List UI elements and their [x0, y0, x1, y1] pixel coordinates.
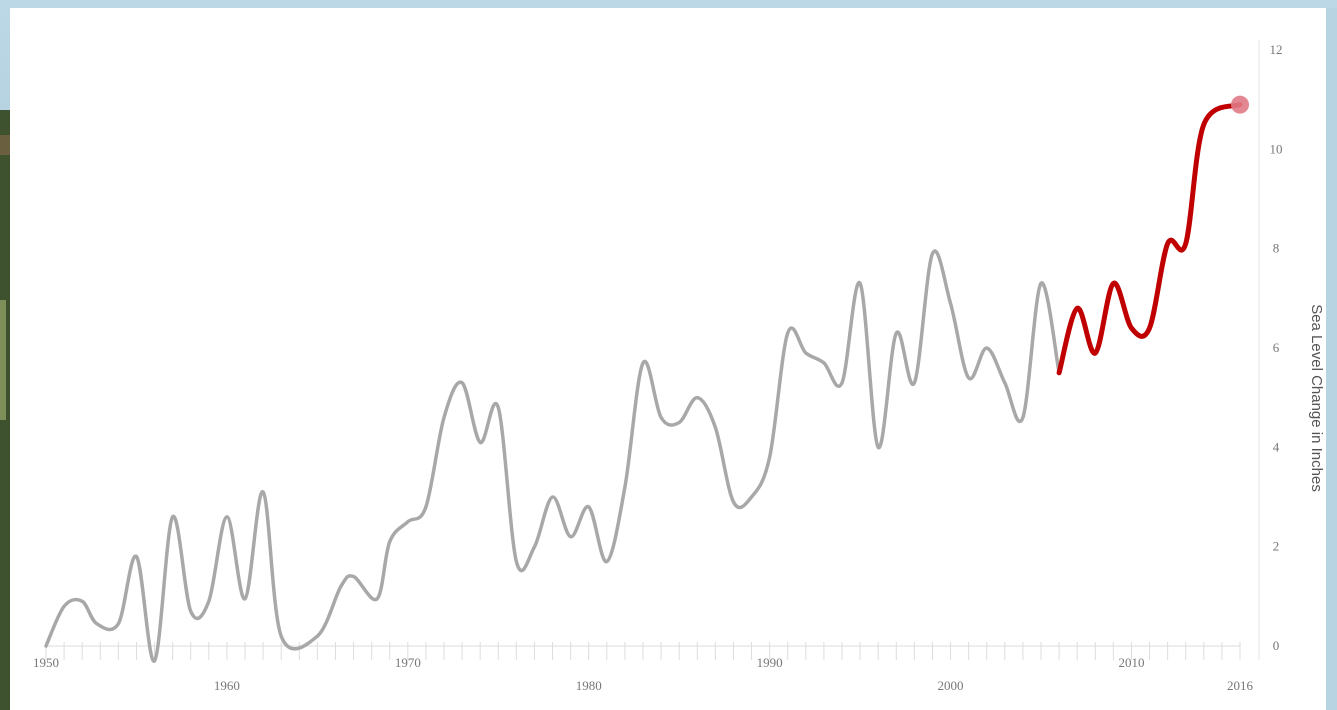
y-tick-label: 4	[1273, 439, 1280, 454]
y-tick-label: 0	[1273, 638, 1280, 653]
y-axis-title: Sea Level Change in Inches	[1308, 304, 1325, 492]
y-tick-label: 12	[1270, 42, 1283, 57]
endpoint-marker	[1231, 95, 1249, 114]
x-tick-label: 1950	[33, 655, 59, 670]
chart-panel	[10, 8, 1326, 710]
y-tick-label: 10	[1270, 141, 1283, 156]
chart-series	[44, 95, 1249, 663]
y-tick-label: 2	[1273, 539, 1280, 554]
x-tick-label: 1990	[757, 655, 783, 670]
x-tick-label: 2000	[938, 678, 964, 693]
y-tick-label: 6	[1273, 340, 1280, 355]
series-line-recent	[1056, 102, 1243, 376]
x-tick-label: 1960	[214, 678, 240, 693]
x-tick-label: 2016	[1227, 678, 1254, 693]
chart-axes: 1950 1960 1970 1980 1990 2000 2010 2016 0 2 4 6 8 10 1…	[33, 40, 1283, 693]
x-tick-label: 1980	[576, 678, 602, 693]
series-line-historical	[44, 249, 1061, 663]
y-tick-label: 8	[1273, 241, 1280, 256]
x-tick-label: 1970	[395, 655, 421, 670]
x-tick-label: 2010	[1118, 655, 1144, 670]
